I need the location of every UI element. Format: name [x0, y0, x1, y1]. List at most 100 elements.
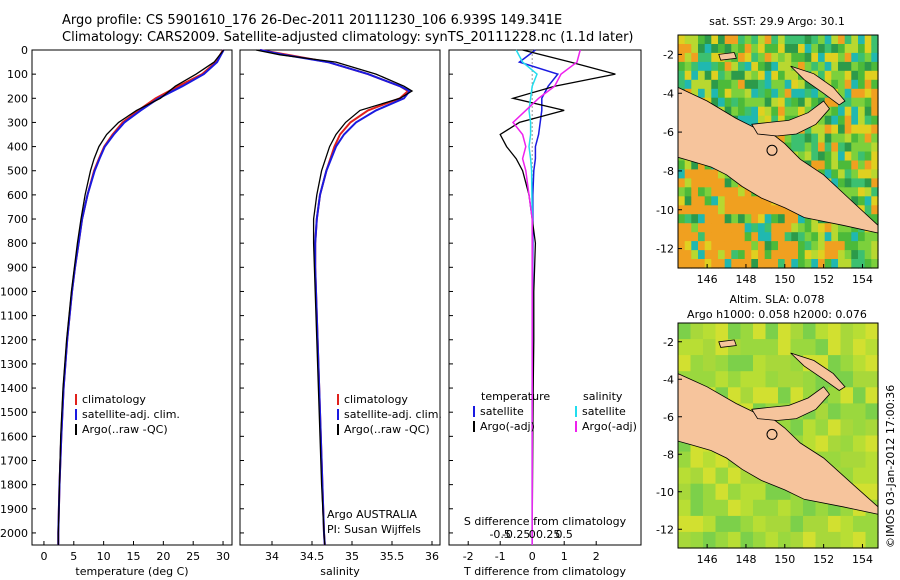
map-cell: [718, 241, 726, 251]
map-cell: [691, 61, 699, 72]
map-cell: [784, 52, 792, 63]
map-cell: [790, 419, 804, 437]
map-cell: [678, 44, 686, 54]
map-cell: [724, 196, 732, 206]
map-cell: [824, 44, 832, 54]
map-cell: [791, 97, 799, 108]
map-cell: [771, 214, 779, 224]
map-cell: [744, 61, 752, 72]
map-cell: [811, 124, 819, 135]
map-cell: [804, 223, 812, 233]
map-cell: [858, 133, 866, 144]
map-cell: [831, 250, 839, 260]
map-cell: [765, 323, 779, 340]
x-axis-label: T difference from climatology: [463, 565, 626, 578]
map-cell: [765, 531, 779, 549]
map-cell: [731, 88, 739, 99]
map-cell: [738, 250, 746, 260]
map-cell: [751, 70, 759, 81]
map-cell: [778, 97, 786, 108]
series-line: [259, 49, 412, 546]
map-cell: [704, 61, 712, 72]
map-cell: [865, 403, 879, 421]
map-cell: [804, 88, 812, 99]
map-cell: [738, 115, 746, 126]
map-cell: [738, 97, 746, 108]
map-cell: [698, 214, 706, 224]
map-cell: [703, 483, 717, 501]
map-cell: [791, 223, 799, 233]
map-cell: [691, 160, 699, 171]
map-cell: [818, 223, 826, 233]
map-cell: [738, 187, 746, 197]
map-cell: [871, 169, 879, 179]
map-cell: [803, 419, 817, 437]
map-cell: [838, 35, 846, 45]
x-tick-label: -1: [495, 550, 506, 563]
legend-label: climatology: [82, 393, 146, 406]
map-cell: [824, 35, 832, 45]
x-tick-label: 20: [156, 550, 170, 563]
map-cell: [731, 187, 739, 197]
map-cell: [678, 339, 692, 356]
map-cell: [678, 451, 692, 469]
map-cell: [804, 97, 812, 108]
map-cell: [838, 178, 846, 188]
map-cell: [744, 97, 752, 108]
map-cell: [678, 355, 692, 372]
map-cell: [865, 483, 879, 501]
map-cell: [853, 515, 867, 533]
map-cell: [824, 241, 832, 251]
map-cell: [864, 70, 872, 81]
map-cell: [738, 35, 746, 45]
map-cell: [711, 61, 719, 72]
map-cell: [724, 241, 732, 251]
map-cell: [858, 259, 866, 269]
map-cell: [764, 259, 772, 269]
map-cell: [828, 451, 842, 469]
map-cell: [804, 232, 812, 242]
map-cell: [728, 355, 742, 372]
legend-label: Argo(-adj): [582, 420, 637, 433]
map-cell: [691, 79, 699, 90]
map-cell: [704, 205, 712, 215]
map-cell: [853, 467, 867, 485]
map-cell: [738, 44, 746, 54]
map-cell: [824, 250, 832, 260]
map-cell: [718, 232, 726, 242]
map-cell: [678, 531, 692, 549]
map-cell: [738, 52, 746, 63]
depth-tick-label: 0: [21, 44, 28, 57]
map-cell: [798, 106, 806, 117]
map-cell: [865, 355, 879, 372]
map-cell: [724, 250, 732, 260]
map-cell: [790, 499, 804, 517]
map-cell: [865, 451, 879, 469]
legend-label: satellite-adj. clim.: [344, 408, 442, 421]
map-cell: [790, 339, 804, 356]
map-cell: [815, 403, 829, 421]
map-cell: [838, 70, 846, 81]
map-cell: [758, 35, 766, 45]
map-cell: [811, 232, 819, 242]
map-cell: [758, 97, 766, 108]
map-cell: [838, 61, 846, 72]
map-cell: [858, 35, 866, 45]
map-cell: [804, 44, 812, 54]
map-cell: [711, 250, 719, 260]
map-cell: [764, 115, 772, 126]
map-cell: [724, 205, 732, 215]
map-cell: [740, 531, 754, 549]
map-cell: [831, 35, 839, 45]
map-cell: [684, 79, 692, 90]
map-cell: [811, 133, 819, 144]
map-cell: [818, 241, 826, 251]
map-cell: [740, 387, 754, 404]
map-cell: [751, 88, 759, 99]
map-cell: [811, 160, 819, 171]
map-cell: [844, 178, 852, 188]
map-cell: [765, 387, 779, 404]
map-cell: [851, 196, 859, 206]
map-cell: [778, 133, 786, 144]
map-cell: [818, 250, 826, 260]
